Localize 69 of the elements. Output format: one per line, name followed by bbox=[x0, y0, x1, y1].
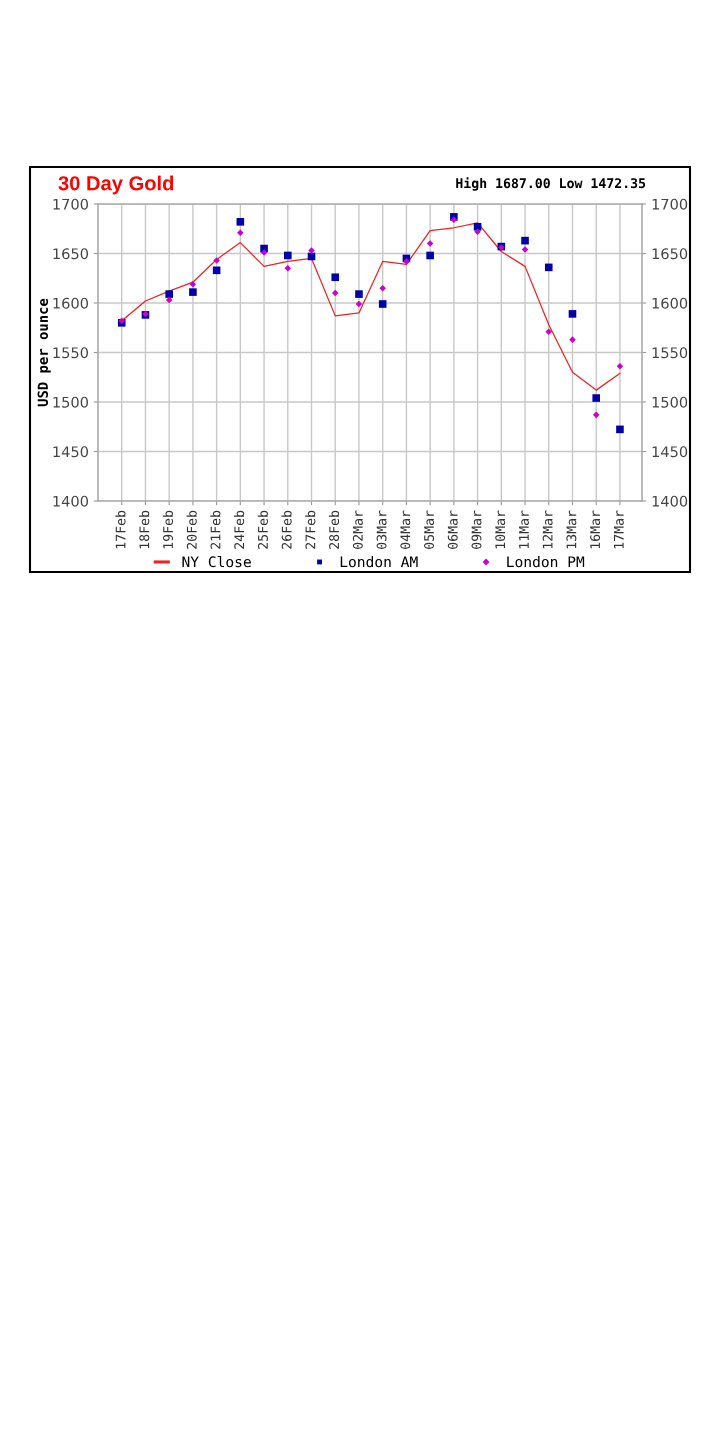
y2-tick-label: 1600 bbox=[652, 297, 688, 309]
legend-label: London PM bbox=[507, 555, 585, 568]
x-tick-label: 12Mar bbox=[542, 510, 553, 549]
point bbox=[213, 257, 220, 264]
y2-tick-label: 1400 bbox=[652, 495, 688, 507]
point bbox=[378, 300, 387, 308]
x-tick-label: 24Feb bbox=[234, 510, 245, 549]
y-tick-label: 1700 bbox=[53, 198, 88, 210]
legend-label: London AM bbox=[340, 555, 418, 568]
point bbox=[379, 284, 386, 292]
x-tick-label: 02Mar bbox=[352, 510, 363, 549]
x-tick-label: 05Mar bbox=[424, 510, 434, 549]
y-axis-title: USD per ounce bbox=[37, 298, 51, 407]
point bbox=[616, 425, 624, 434]
x-tick-label: 11Mar bbox=[519, 510, 529, 549]
point bbox=[165, 296, 173, 304]
point bbox=[592, 411, 600, 419]
y-tick-label: 1650 bbox=[53, 248, 88, 260]
x-tick-label: 03Mar bbox=[376, 510, 387, 549]
point bbox=[189, 280, 197, 288]
point bbox=[355, 300, 363, 308]
point bbox=[521, 236, 529, 245]
x-tick-label: 13Mar bbox=[566, 510, 577, 549]
point bbox=[403, 258, 410, 265]
x-tick-label: 09Mar bbox=[471, 510, 482, 549]
y-tick-label: 1500 bbox=[53, 396, 88, 408]
x-tick-label: 19Feb bbox=[162, 510, 174, 549]
point bbox=[331, 289, 339, 297]
y2-tick-label: 1500 bbox=[652, 396, 688, 408]
x-tick-label: 17Feb bbox=[115, 510, 126, 549]
x-tick-label: 20Feb bbox=[186, 510, 197, 549]
y-tick-label: 1550 bbox=[53, 347, 88, 359]
y-tick-label: 1450 bbox=[53, 446, 88, 458]
point bbox=[308, 247, 315, 254]
point bbox=[284, 265, 292, 272]
x-tick-label: 28Feb bbox=[328, 510, 340, 549]
point bbox=[569, 336, 576, 343]
y2-tick-label: 1700 bbox=[652, 198, 688, 210]
x-tick-label: 27Feb bbox=[305, 510, 316, 549]
x-tick-label: 06Mar bbox=[447, 510, 458, 549]
x-tick-label: 18Feb bbox=[139, 510, 150, 549]
chart-subtitle: High 1687.00 Low 1472.35 bbox=[456, 177, 646, 191]
point bbox=[355, 290, 363, 298]
chart-title: 30 Day Gold bbox=[58, 175, 174, 195]
legend-label: NY Close bbox=[182, 555, 251, 568]
x-tick-label: 10Mar bbox=[495, 510, 506, 549]
y-tick-label: 1400 bbox=[53, 495, 88, 507]
x-tick-label: 21Feb bbox=[210, 510, 221, 549]
point bbox=[283, 251, 292, 260]
y-tick-label: 1600 bbox=[53, 297, 88, 309]
point bbox=[237, 229, 244, 236]
y2-tick-label: 1550 bbox=[652, 347, 688, 359]
point bbox=[236, 218, 245, 226]
point bbox=[426, 251, 434, 260]
y2-tick-label: 1650 bbox=[652, 248, 688, 260]
point bbox=[568, 310, 577, 318]
x-tick-label: 04Mar bbox=[400, 510, 411, 549]
x-tick-label: 17Mar bbox=[613, 510, 624, 549]
point bbox=[165, 290, 173, 298]
point bbox=[544, 263, 553, 272]
point bbox=[592, 394, 601, 402]
point bbox=[545, 328, 553, 335]
point bbox=[189, 288, 197, 296]
point bbox=[474, 228, 481, 235]
y2-tick-label: 1450 bbox=[652, 446, 688, 458]
x-tick-label: 25Feb bbox=[257, 510, 268, 549]
x-tick-label: 16Mar bbox=[590, 510, 601, 549]
x-tick-label: 26Feb bbox=[281, 510, 292, 549]
point bbox=[331, 273, 340, 282]
